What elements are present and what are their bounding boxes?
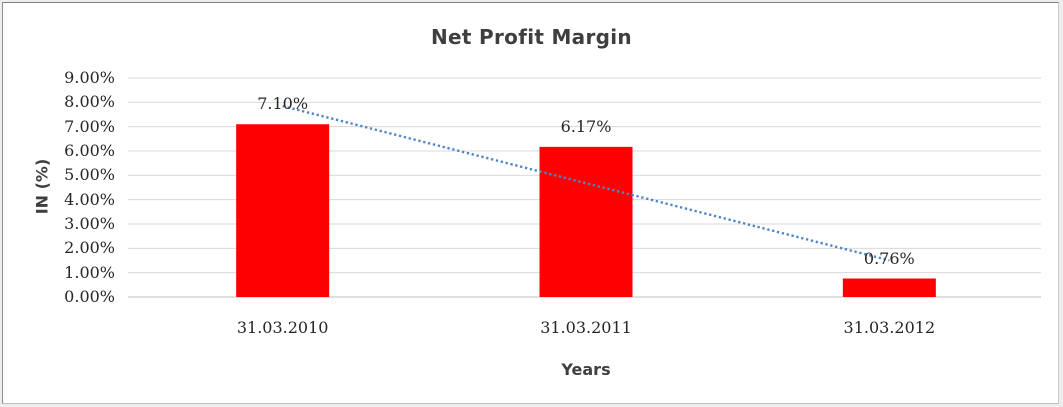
bar-value-label: 7.10%	[257, 94, 309, 114]
y-tick-label: 5.00%	[64, 165, 115, 185]
bar-31.03.2012	[842, 278, 936, 297]
y-tick-label: 1.00%	[64, 262, 115, 282]
bar-value-label: 0.76%	[863, 248, 915, 268]
x-tick-label: 31.03.2011	[540, 318, 632, 337]
y-tick-label: 3.00%	[64, 214, 115, 233]
y-tick-label: 9.00%	[64, 68, 115, 87]
bar-31.03.2010	[236, 124, 330, 297]
y-tick-label: 4.00%	[64, 189, 115, 209]
chart-title: Net Profit Margin	[431, 25, 632, 49]
x-tick-label: 31.03.2010	[236, 318, 329, 337]
y-tick-label: 2.00%	[64, 238, 115, 258]
y-tick-label: 6.00%	[64, 141, 115, 160]
y-tick-label: 8.00%	[64, 92, 115, 112]
x-axis-title: Years	[561, 360, 611, 379]
x-tick-label: 31.03.2012	[843, 318, 936, 337]
y-tick-label: 7.00%	[64, 116, 115, 136]
bar-31.03.2011	[539, 146, 633, 297]
trendline	[282, 104, 890, 262]
y-tick-label: 0.00%	[64, 287, 115, 306]
bar-value-label: 6.17%	[560, 116, 612, 136]
y-axis-title: IN (%)	[32, 158, 52, 215]
